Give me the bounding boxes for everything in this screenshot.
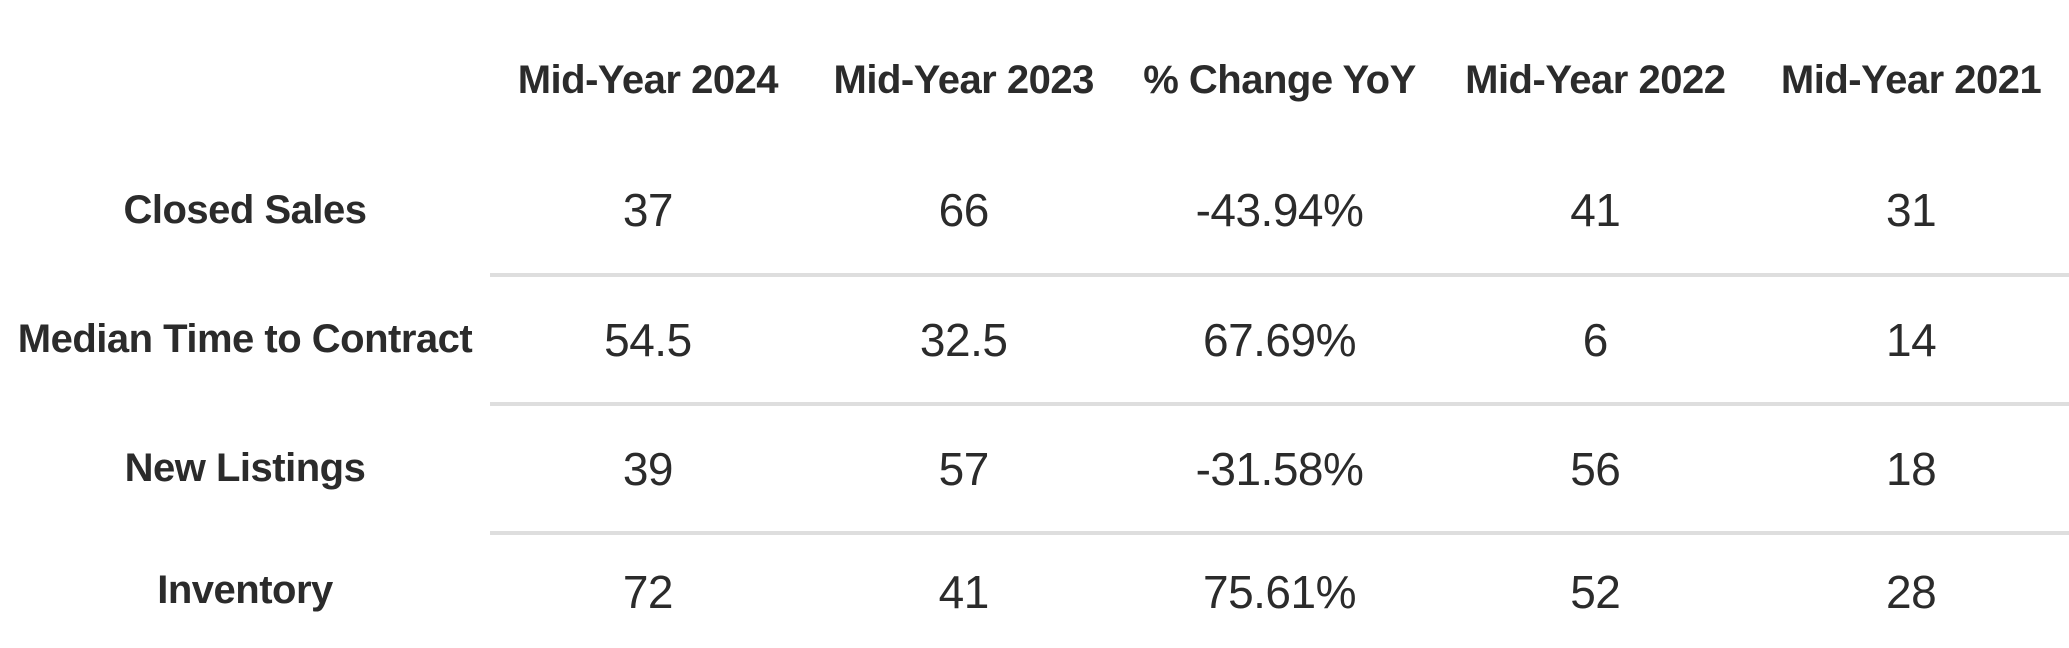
column-header-midyear-2021: Mid-Year 2021	[1780, 57, 2042, 102]
table-cell: -43.94%	[1121, 146, 1438, 277]
row-label-new-listings: New Listings	[124, 446, 366, 490]
row-label-closed-sales: Closed Sales	[123, 188, 367, 232]
table-cell: 72	[622, 565, 674, 618]
table-cell: 14	[1753, 275, 2069, 406]
table-row-inventory: Inventory 72 41 75.61% 52 28	[0, 533, 2069, 648]
table-cell: 52	[1570, 565, 1621, 618]
table-cell: 41	[1437, 146, 1754, 277]
column-header-midyear-2023: Mid-Year 2023	[833, 57, 1095, 102]
row-label-median-time-to-contract: Median Time to Contract	[17, 317, 473, 361]
table-cell: 54.5	[490, 275, 806, 406]
table-cell: 57	[805, 404, 1122, 535]
row-label-inventory: Inventory	[157, 568, 333, 612]
table-cell: 32.5	[805, 275, 1122, 406]
table-cell: 39	[490, 404, 806, 535]
column-header-midyear-2022: Mid-Year 2022	[1465, 57, 1726, 102]
header-row: Mid-Year 2024 Mid-Year 2023 % Change YoY…	[0, 0, 2069, 146]
table-cell: 75.61%	[1202, 565, 1357, 618]
table-cell: 18	[1753, 404, 2069, 535]
column-header-midyear-2024: Mid-Year 2024	[517, 57, 779, 102]
column-header-pct-change-yoy: % Change YoY	[1143, 57, 1416, 102]
table-cell: 66	[805, 146, 1122, 277]
table-cell: 6	[1437, 275, 1754, 406]
table-cell: 56	[1437, 404, 1754, 535]
table-cell: -31.58%	[1121, 404, 1438, 535]
table-row-new-listings: New Listings 39 57 -31.58% 56 18	[0, 404, 2069, 535]
table-cell: 37	[490, 146, 806, 277]
table-row-median-time-to-contract: Median Time to Contract 54.5 32.5 67.69%…	[0, 275, 2069, 406]
table-cell: 31	[1753, 146, 2069, 277]
table-cell: 41	[938, 565, 990, 618]
table-cell: 28	[1886, 565, 1937, 618]
corner-cell	[0, 0, 490, 146]
table-cell: 67.69%	[1121, 275, 1438, 406]
table-row-closed-sales: Closed Sales 37 66 -43.94% 41 31	[0, 146, 2069, 277]
